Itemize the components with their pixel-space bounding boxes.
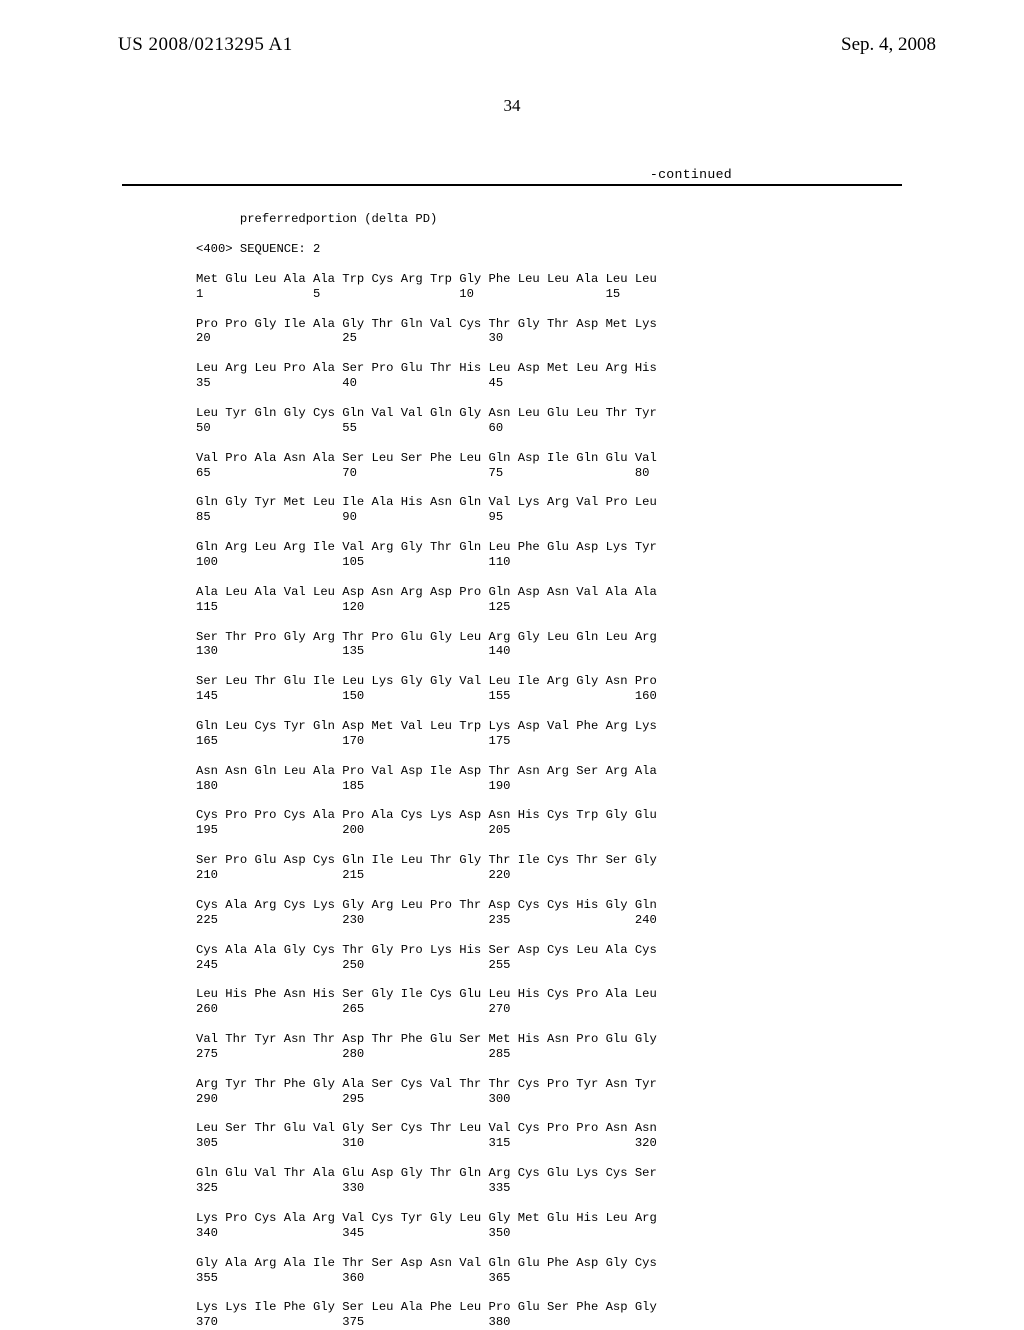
rule-top <box>122 184 902 186</box>
publication-number: US 2008/0213295 A1 <box>118 34 293 56</box>
publication-date: Sep. 4, 2008 <box>841 34 936 56</box>
page: US 2008/0213295 A1 Sep. 4, 2008 34 -cont… <box>0 0 1024 1320</box>
page-number: 34 <box>0 96 1024 116</box>
continued-label: -continued <box>650 167 732 182</box>
sequence-listing: preferredportion (delta PD) <400> SEQUEN… <box>196 212 657 1330</box>
